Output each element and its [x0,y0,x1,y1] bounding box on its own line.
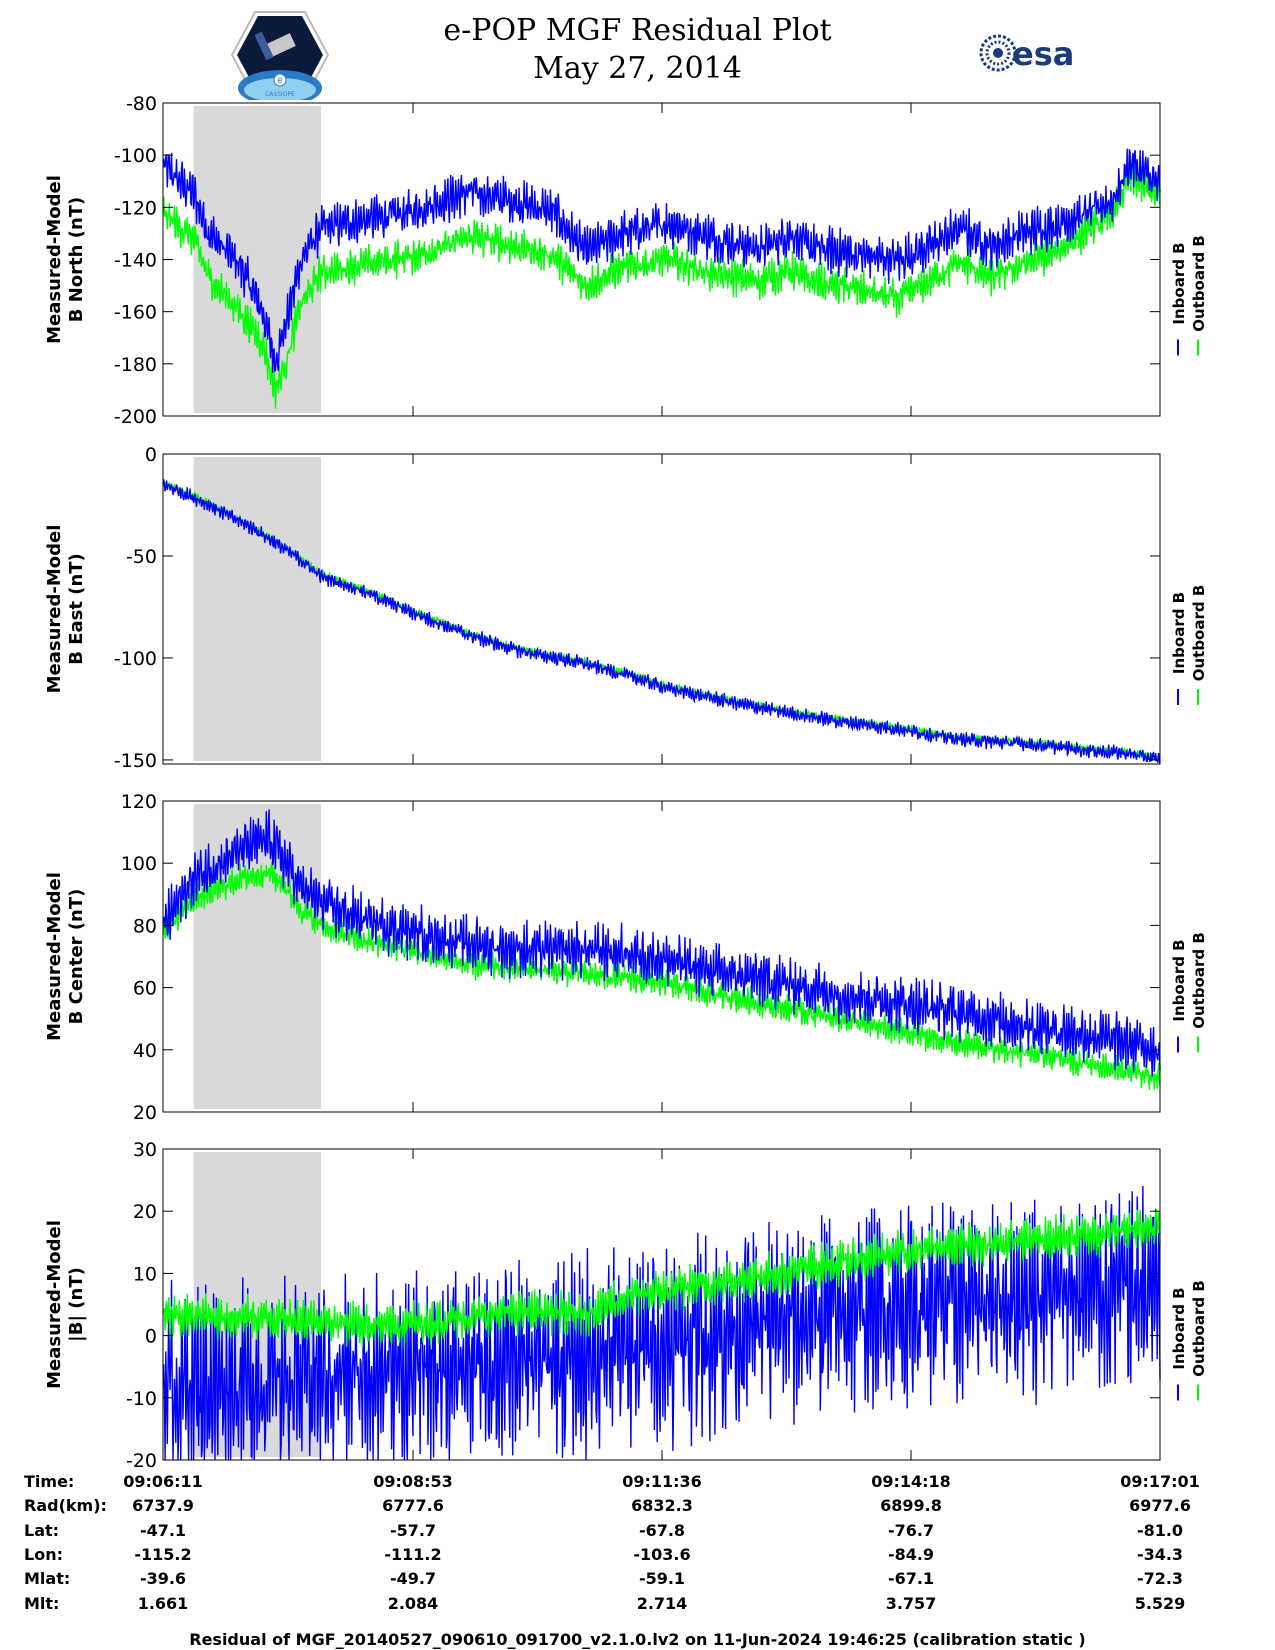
info-cell: -67.8 [638,1520,686,1540]
y-tick-label: -180 [114,354,157,376]
info-cell: -49.7 [389,1569,437,1589]
info-row-label: Mlat: [24,1569,71,1589]
info-cell: -81.0 [1136,1520,1184,1540]
info-row-label: Lat: [24,1520,60,1540]
esa-logo: esa [979,34,1074,73]
y-axis-label: Measured-ModelB East (nT) [44,525,87,694]
footer-caption: Residual of MGF_20140527_090610_091700_v… [189,1630,1086,1649]
y-tick-label: -80 [126,93,157,115]
y-tick-label: 100 [121,853,157,875]
info-row-label: Mlt: [24,1593,60,1613]
info-cell: -103.6 [633,1544,691,1564]
info-cell: 1.661 [137,1593,189,1613]
y-tick-label: -10 [126,1388,157,1410]
panel-1: -80 -100 -120 -140 -160 -180 -200 Measured-Mode… [44,93,1208,428]
info-cell: 3.757 [885,1593,937,1613]
y-tick-label: 80 [133,915,157,937]
legend-outboard-label: Outboard B [1190,235,1208,332]
info-cell: -57.7 [389,1520,437,1540]
info-cell: 2.084 [387,1593,439,1613]
legend-inboard-label: Inboard B [1170,242,1188,324]
legend-outboard-label: Outboard B [1190,1280,1208,1377]
y-tick-label: 120 [121,791,157,813]
info-cell: 09:11:36 [622,1472,702,1491]
info-cell: -111.2 [384,1544,442,1564]
y-tick-label: -100 [114,145,157,167]
y-tick-label: -20 [126,1450,157,1472]
y-tick-label: -200 [114,406,157,428]
outboard-series-line [162,165,1161,409]
y-tick-label: -150 [114,750,157,772]
y-tick-label: 60 [133,978,157,1000]
highlight-band [193,106,321,413]
plot-date: May 27, 2014 [533,51,742,86]
info-cell: -39.6 [139,1569,187,1589]
legend-outboard-label: Outboard B [1190,585,1208,682]
y-tick-label: 30 [133,1139,157,1161]
info-cell: 5.529 [1134,1593,1186,1613]
info-row-label: Lon: [24,1544,63,1564]
y-tick-label: 40 [133,1040,157,1062]
panel-3: 120 100 80 60 40 20 Measured-ModelB Center (nT… [44,791,1208,1124]
info-cell: 09:14:18 [871,1472,951,1491]
info-cell: 09:17:01 [1120,1472,1200,1491]
legend-inboard-label: Inboard B [1170,592,1188,674]
info-cell: -47.1 [139,1520,187,1540]
info-cell: -34.3 [1136,1544,1184,1564]
y-tick-label: 0 [145,444,157,466]
logo-badge: e [277,76,283,86]
info-row-label: Time: [24,1472,75,1491]
info-cell: 6777.6 [382,1496,444,1516]
y-tick-label: -50 [126,546,157,568]
outboard-series-line [162,1209,1161,1348]
y-tick-label: -160 [114,302,157,324]
y-tick-label: 20 [133,1201,157,1223]
y-tick-label: -140 [114,250,157,272]
info-cell: -84.9 [887,1544,935,1564]
y-axis-label: Measured-ModelB North (nT) [44,175,87,344]
inboard-series-line [162,148,1161,373]
info-cell: 6977.6 [1129,1496,1191,1516]
legend-outboard-label: Outboard B [1190,932,1208,1029]
info-cell: 6832.3 [631,1496,693,1516]
panel-2: 0 -50 -100 -150 Measured-ModelB East (nT) Inb… [44,444,1208,772]
y-tick-label: 0 [145,1326,157,1348]
y-tick-label: -100 [114,648,157,670]
legend-inboard-label: Inboard B [1170,1287,1188,1369]
panel-4: 30 20 10 0 -10 -20 Measured-Model|B| (nT) Inboa… [44,1139,1208,1472]
info-cell: -115.2 [134,1544,192,1564]
y-axis-label: Measured-Model|B| (nT) [44,1220,87,1389]
cassiope-logo: e CASSIOPE [230,11,330,100]
logo-left-text: CASSIOPE [265,91,295,98]
legend-inboard-label: Inboard B [1170,939,1188,1021]
info-cell: -67.1 [887,1569,935,1589]
inboard-series-line [162,809,1161,1077]
plot-title: e-POP MGF Residual Plot [443,13,832,48]
info-cell: 09:06:11 [123,1472,203,1491]
info-cell: 09:08:53 [373,1472,453,1491]
info-cell: -76.7 [887,1520,935,1540]
esa-logo-text: esa [1012,35,1074,73]
y-tick-label: 20 [133,1102,157,1124]
y-tick-label: -120 [114,197,157,219]
y-axis-label: Measured-ModelB Center (nT) [44,872,87,1041]
info-row-label: Rad(km): [24,1496,107,1516]
y-tick-label: 10 [133,1263,157,1285]
info-cell: 2.714 [636,1593,688,1613]
inboard-series-line [162,479,1161,765]
info-cell: -59.1 [638,1569,686,1589]
info-cell: -72.3 [1136,1569,1184,1589]
info-cell: 6737.9 [132,1496,194,1516]
info-cell: 6899.8 [880,1496,942,1516]
